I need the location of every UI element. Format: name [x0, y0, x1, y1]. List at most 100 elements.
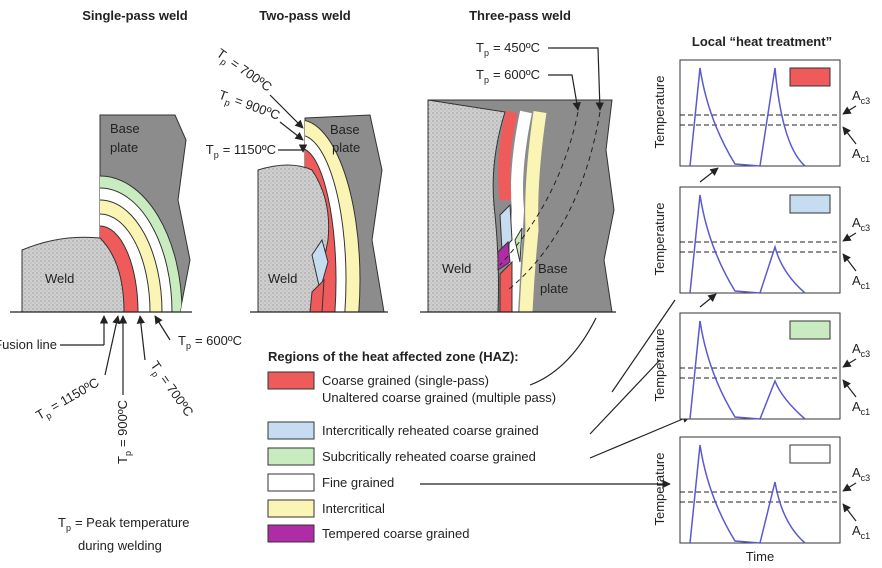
peak-temp-label: Tp= 900ºC — [216, 87, 282, 126]
ac1-pointer — [843, 127, 856, 144]
legend-swatch — [268, 525, 314, 542]
symbol: T — [206, 142, 214, 157]
peak-temp-label: Tp = 900ºC — [115, 400, 133, 464]
legend-label: Coarse grained (single-pass) — [322, 373, 489, 388]
peak-temp-label: Tp= 1150ºC — [33, 375, 103, 426]
panel-title: Three-pass weld — [469, 8, 571, 23]
subscript: c3 — [861, 349, 871, 359]
ac1-label: Ac1 — [852, 399, 870, 417]
weld-label: Weld — [45, 271, 74, 286]
peak-temp-label: Tp= 700ºC — [145, 358, 196, 421]
ac3-label: Ac3 — [852, 341, 870, 359]
y-axis-label: Temperature — [652, 329, 667, 402]
y-axis-label: Temperature — [652, 453, 667, 526]
symbol: A — [852, 146, 861, 161]
legend-swatch — [268, 500, 314, 517]
panel-title: Two-pass weld — [259, 8, 351, 23]
peak-temp-label: Tp = 1150ºC — [206, 142, 276, 160]
x-axis-label: Time — [746, 549, 774, 564]
ac1-label: Ac1 — [852, 523, 870, 541]
symbol: T — [58, 515, 66, 530]
base-plate-label: plate — [110, 140, 138, 155]
ac3-label: Ac3 — [852, 215, 870, 233]
subscript: p — [484, 48, 489, 58]
base-plate-label: Base — [538, 261, 568, 276]
weld-label: Weld — [268, 271, 297, 286]
legend-label: Tempered coarse grained — [322, 526, 469, 541]
subscript: c1 — [861, 281, 871, 291]
symbol: T — [115, 456, 130, 464]
value: = 600ºC — [493, 67, 540, 82]
symbol: A — [852, 465, 861, 480]
value: = 1150ºC — [48, 375, 102, 415]
value: = 700ºC — [157, 372, 196, 419]
ac3-pointer — [843, 359, 856, 367]
base-plate-label: Base — [330, 122, 360, 137]
legend-label: Intercritically reheated coarse grained — [322, 423, 539, 438]
subscript: c1 — [861, 531, 871, 541]
legend-swatch — [268, 372, 314, 389]
fusion-line-label: Fusion line — [0, 337, 57, 352]
subscript: p — [66, 523, 71, 533]
legend-label: Unaltered coarse grained (multiple pass) — [322, 390, 556, 405]
subscript: c1 — [861, 154, 871, 164]
value: = 900ºC — [115, 400, 130, 447]
symbol: T — [178, 333, 186, 348]
y-axis-label: Temperature — [652, 203, 667, 276]
subscript: c3 — [861, 96, 871, 106]
base-plate-label: plate — [332, 140, 360, 155]
symbol: A — [852, 273, 861, 288]
y-axis-label: Temperature — [652, 76, 667, 149]
legend-swatch — [268, 422, 314, 439]
base-plate-label: plate — [540, 281, 568, 296]
value: = 450ºC — [493, 40, 540, 55]
subscript: p — [484, 75, 489, 85]
symbol: A — [852, 399, 861, 414]
ac1-label: Ac1 — [852, 146, 870, 164]
symbol: T — [476, 40, 484, 55]
legend-label: Intercritical — [322, 501, 385, 516]
subscript: p — [186, 341, 191, 351]
ac1-pointer — [843, 504, 856, 521]
symbol: T — [476, 67, 484, 82]
ac3-label: Ac3 — [852, 465, 870, 483]
single-pass-drawing — [10, 115, 192, 448]
symbol: A — [852, 88, 861, 103]
ac3-pointer — [843, 483, 856, 491]
subscript: p — [123, 451, 133, 456]
graph-swatch — [790, 321, 830, 339]
graph-title: Local “heat treatment” — [692, 34, 832, 49]
ac3-label: Ac3 — [852, 88, 870, 106]
value: = 600ºC — [195, 333, 242, 348]
base-plate-label: Base — [110, 121, 140, 136]
graph-swatch — [790, 68, 830, 86]
graph-swatch — [790, 445, 830, 463]
weld-label: Weld — [442, 261, 471, 276]
value: = 1150ºC — [223, 142, 276, 157]
ac1-pointer — [843, 380, 856, 397]
ac3-pointer — [843, 106, 856, 114]
value: = Peak temperature — [75, 515, 190, 530]
symbol: A — [852, 215, 861, 230]
footnote: Tp = Peak temperature — [58, 515, 190, 533]
peak-temp-label: Tp = 600ºC — [178, 333, 242, 351]
panel-title: Single-pass weld — [82, 8, 188, 23]
graph-swatch — [790, 195, 830, 213]
ac3-pointer — [843, 233, 856, 241]
footnote: during welding — [78, 538, 162, 553]
ac1-label: Ac1 — [852, 273, 870, 291]
symbol: A — [852, 341, 861, 356]
symbol: A — [852, 523, 861, 538]
subscript: c1 — [861, 407, 871, 417]
subscript: p — [214, 150, 219, 160]
peak-temp-label: Tp = 600ºC — [476, 67, 540, 85]
value: = 700ºC — [228, 55, 275, 94]
diagram: Single-pass weld Two-pass weld Three-pass … — [0, 0, 882, 568]
legend-swatch — [268, 448, 314, 465]
value: = 900ºC — [233, 93, 282, 123]
ac1-pointer — [843, 254, 856, 271]
legend-label: Subcritically reheated coarse grained — [322, 449, 536, 464]
legend-title: Regions of the heat affected zone (HAZ): — [268, 349, 519, 364]
legend-swatch — [268, 474, 314, 491]
subscript: c3 — [861, 223, 871, 233]
